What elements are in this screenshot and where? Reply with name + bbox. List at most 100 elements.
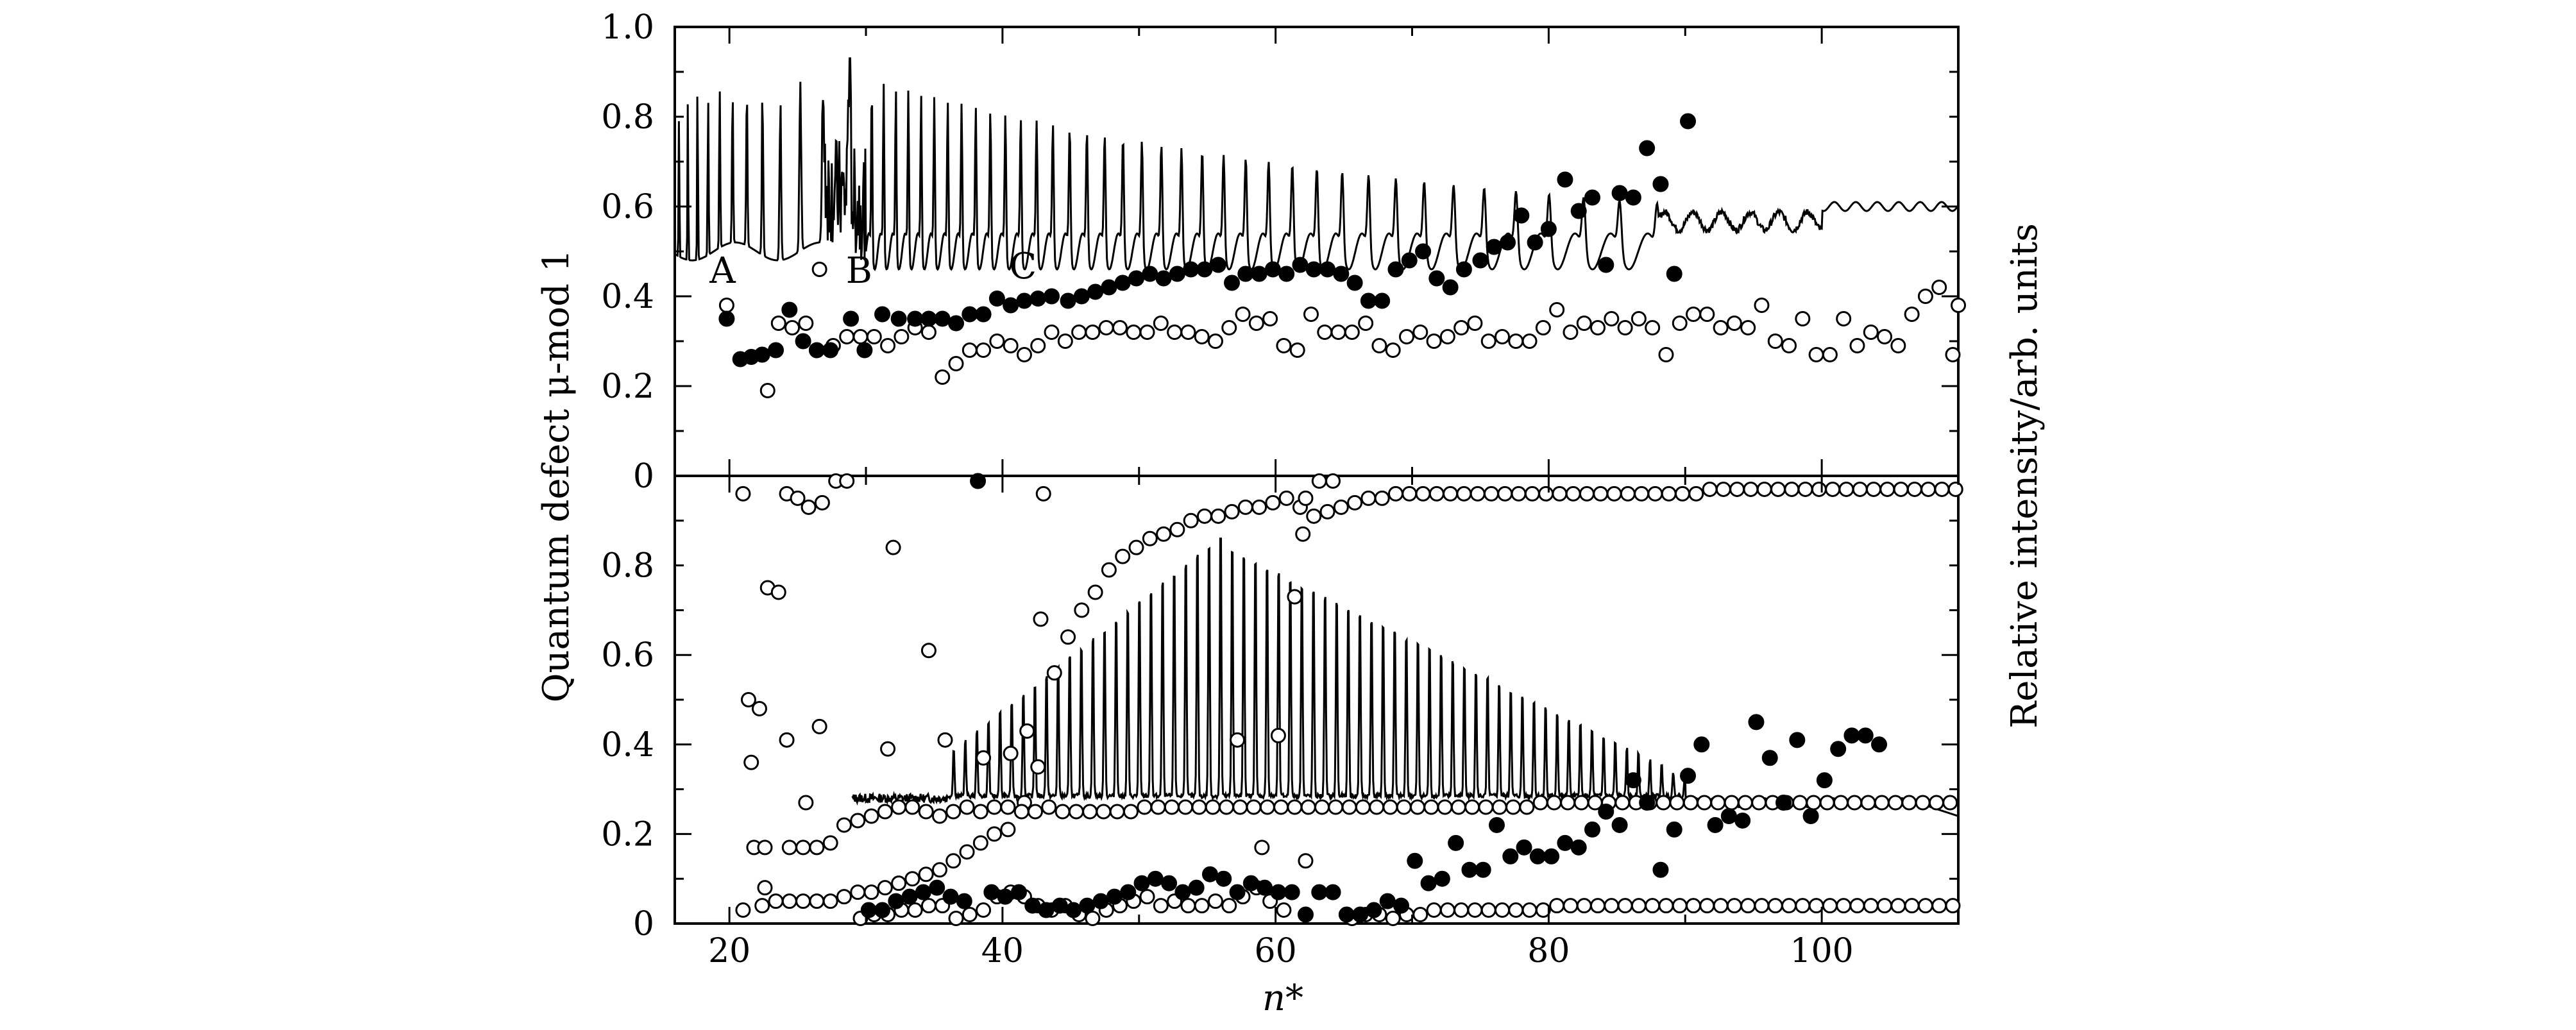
open-circle-point — [1467, 316, 1483, 331]
open-circle-point — [1491, 799, 1507, 815]
open-circle-point — [1325, 473, 1341, 489]
open-circle-point — [1074, 602, 1090, 618]
filled-circle-point — [1229, 884, 1246, 900]
filled-circle-point — [1748, 714, 1765, 730]
open-circle-point — [1041, 799, 1057, 815]
open-circle-point — [1443, 485, 1459, 502]
open-circle-point — [768, 893, 784, 909]
filled-circle-point — [1448, 834, 1464, 851]
filled-circle-point — [808, 342, 825, 359]
open-circle-point — [1656, 795, 1672, 811]
filled-circle-point — [1472, 252, 1489, 269]
open-circle-point — [1230, 732, 1246, 748]
filled-circle-point — [1106, 888, 1123, 905]
open-circle-point — [1617, 898, 1633, 914]
open-circle-point — [907, 902, 923, 918]
x-axis-label: n* — [1262, 977, 1303, 1019]
open-circle-point — [1153, 316, 1169, 331]
open-circle-point — [1033, 611, 1049, 627]
open-circle-point — [880, 338, 896, 353]
open-circle-point — [1371, 338, 1387, 353]
open-circle-point — [1901, 795, 1917, 811]
open-circle-point — [735, 485, 751, 502]
open-circle-point — [937, 732, 953, 748]
filled-circle-point — [1816, 772, 1833, 789]
open-circle-point — [1508, 902, 1524, 918]
open-circle-point — [1341, 799, 1357, 815]
filled-circle-point — [1338, 906, 1355, 923]
open-circle-point — [1726, 316, 1742, 331]
open-circle-point — [1374, 490, 1390, 506]
open-circle-point — [1426, 333, 1442, 349]
open-circle-point — [891, 875, 907, 891]
y-tick-label: 0.8 — [601, 98, 654, 137]
filled-circle-point — [1065, 902, 1082, 918]
open-circle-point — [839, 473, 855, 489]
filled-circle-point — [1625, 189, 1641, 206]
open-circle-point — [735, 902, 751, 918]
open-circle-point — [1495, 329, 1511, 344]
open-circle-point — [1710, 795, 1726, 811]
open-circle-point — [1355, 799, 1371, 815]
open-circle-point — [1833, 795, 1849, 811]
open-circle-point — [1593, 485, 1609, 502]
open-circle-point — [1273, 799, 1289, 815]
bottom-plot-frame — [674, 475, 1960, 925]
open-circle-point — [1645, 320, 1661, 335]
y-tick-label: 0.8 — [601, 547, 654, 586]
filled-circle-point — [1611, 816, 1628, 833]
filled-circle-point — [1333, 266, 1350, 282]
open-circle-point — [1917, 289, 1933, 304]
open-circle-point — [1224, 503, 1240, 519]
open-circle-point — [781, 893, 797, 909]
filled-circle-point — [1680, 768, 1697, 784]
open-circle-point — [1333, 499, 1349, 515]
open-circle-point — [759, 383, 775, 398]
open-circle-point — [1686, 898, 1702, 914]
filled-circle-point — [1500, 234, 1516, 251]
open-circle-point — [1194, 329, 1210, 344]
filled-circle-point — [901, 888, 918, 905]
open-circle-point — [1450, 799, 1466, 815]
open-circle-point — [1139, 325, 1155, 340]
filled-circle-point — [1024, 897, 1041, 914]
open-circle-point — [1126, 325, 1142, 340]
open-circle-point — [822, 835, 838, 851]
open-circle-point — [1549, 898, 1565, 914]
open-circle-point — [836, 817, 852, 833]
filled-circle-point — [1557, 834, 1573, 851]
open-circle-point — [1169, 521, 1185, 537]
filled-circle-point — [942, 888, 959, 905]
open-circle-point — [743, 754, 759, 770]
filled-circle-point — [718, 310, 735, 327]
open-circle-point — [1480, 333, 1496, 349]
open-circle-point — [931, 862, 947, 878]
open-circle-point — [987, 799, 1003, 815]
filled-circle-point — [1079, 897, 1096, 914]
open-circle-point — [1265, 494, 1281, 511]
x-tick-label: 60 — [1255, 932, 1297, 970]
filled-circle-point — [1843, 727, 1860, 744]
open-circle-point — [1003, 338, 1019, 353]
open-circle-point — [1767, 333, 1783, 349]
open-circle-point — [1235, 307, 1251, 322]
open-circle-point — [1702, 481, 1718, 497]
filled-circle-point — [1216, 870, 1232, 887]
open-circle-point — [1382, 799, 1398, 815]
open-circle-point — [1661, 485, 1677, 502]
open-circle-point — [1207, 333, 1223, 349]
open-circle-point — [1153, 898, 1169, 914]
open-circle-point — [1085, 911, 1101, 926]
open-circle-point — [1000, 822, 1016, 838]
y-tick-label: 0.4 — [601, 726, 654, 764]
open-circle-point — [1402, 485, 1418, 502]
open-circle-point — [1030, 338, 1046, 353]
open-circle-point — [1781, 898, 1797, 914]
filled-circle-point — [1680, 113, 1697, 130]
open-circle-point — [904, 871, 920, 887]
open-circle-point — [1278, 490, 1294, 506]
open-circle-point — [1784, 481, 1800, 497]
open-circle-point — [1521, 902, 1538, 918]
filled-circle-point — [1305, 261, 1322, 278]
